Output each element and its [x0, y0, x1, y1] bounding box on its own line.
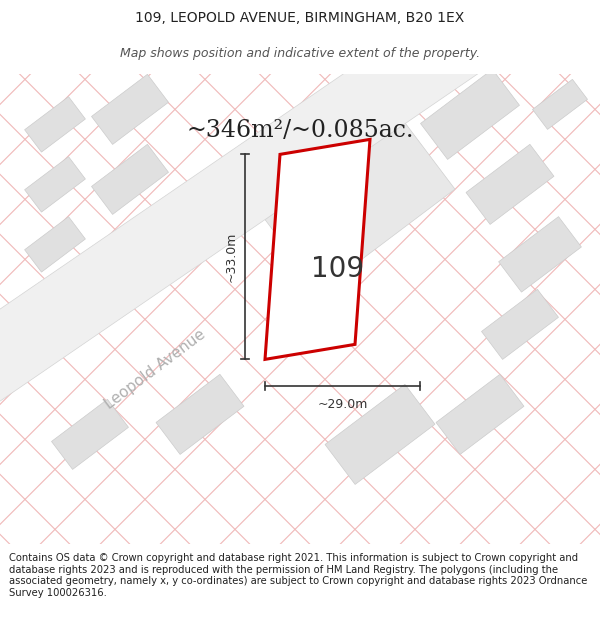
Polygon shape [92, 144, 169, 214]
Polygon shape [25, 97, 85, 152]
Polygon shape [499, 217, 581, 292]
Polygon shape [421, 69, 520, 159]
Text: 109: 109 [311, 256, 364, 283]
Text: Map shows position and indicative extent of the property.: Map shows position and indicative extent… [120, 48, 480, 61]
Polygon shape [265, 118, 455, 291]
Polygon shape [533, 79, 587, 129]
Text: ~29.0m: ~29.0m [317, 398, 368, 411]
Polygon shape [265, 139, 370, 359]
Text: ~346m²/~0.085ac.: ~346m²/~0.085ac. [186, 119, 414, 142]
Polygon shape [436, 374, 524, 454]
Polygon shape [92, 74, 169, 144]
Polygon shape [466, 144, 554, 224]
Polygon shape [325, 384, 435, 484]
Text: 109, LEOPOLD AVENUE, BIRMINGHAM, B20 1EX: 109, LEOPOLD AVENUE, BIRMINGHAM, B20 1EX [136, 11, 464, 25]
Polygon shape [52, 399, 128, 469]
Polygon shape [25, 277, 85, 332]
Polygon shape [156, 374, 244, 454]
Polygon shape [92, 214, 169, 284]
Text: Leopold Avenue: Leopold Avenue [102, 327, 208, 412]
Polygon shape [25, 217, 85, 272]
Polygon shape [0, 0, 523, 420]
Text: Contains OS data © Crown copyright and database right 2021. This information is : Contains OS data © Crown copyright and d… [9, 553, 587, 598]
Text: ~33.0m: ~33.0m [224, 232, 238, 282]
Polygon shape [482, 289, 559, 359]
Polygon shape [25, 157, 85, 212]
